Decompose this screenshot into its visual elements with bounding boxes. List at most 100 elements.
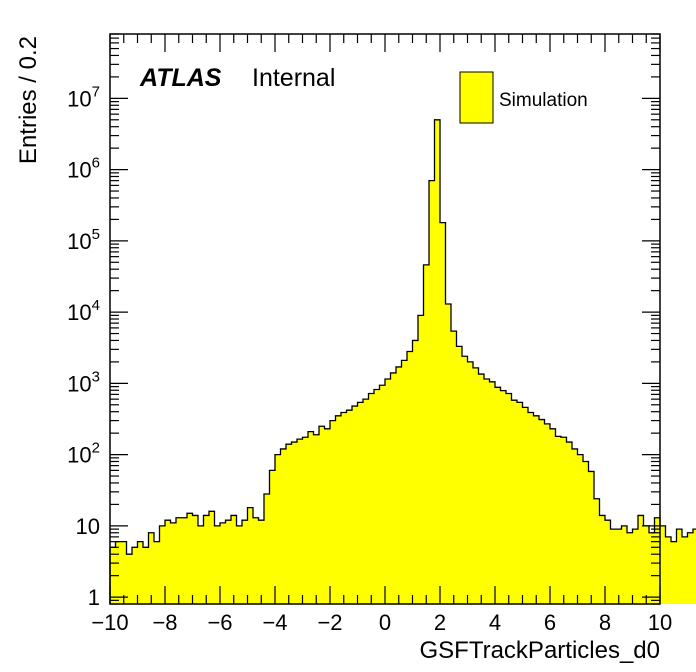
- atlas-label: ATLAS: [139, 64, 222, 92]
- x-tick-label: 4: [489, 610, 501, 635]
- histogram-bar: [671, 541, 677, 604]
- histogram-bar: [632, 529, 639, 604]
- histogram-bar: [242, 520, 248, 604]
- histogram-bar: [368, 393, 375, 604]
- histogram-bar: [291, 442, 298, 604]
- histogram-bar: [621, 525, 628, 604]
- histogram-bar: [484, 379, 490, 604]
- histogram-bar: [280, 448, 287, 604]
- histogram-bar: [489, 381, 496, 604]
- histogram-bar: [517, 402, 523, 604]
- histogram-bar: [346, 410, 353, 604]
- histogram-bar: [418, 315, 424, 604]
- histogram-bar: [434, 119, 441, 604]
- histogram-bar: [335, 415, 342, 604]
- histogram-bar: [176, 517, 182, 604]
- histogram-bar: [561, 437, 567, 604]
- y-tick-label: 107: [67, 83, 100, 111]
- histogram-bar: [225, 520, 232, 604]
- histogram-bar: [363, 399, 369, 604]
- histogram-bars: [109, 119, 696, 605]
- x-tick-label: −10: [91, 610, 128, 635]
- y-tick-label: 102: [67, 440, 100, 468]
- histogram-bar: [330, 420, 336, 604]
- legend-label: Simulation: [499, 90, 588, 111]
- histogram-bar: [533, 415, 540, 604]
- histogram-bar: [297, 439, 303, 604]
- histogram-bar: [572, 448, 578, 604]
- x-tick-label: −4: [262, 610, 287, 635]
- histogram-bar: [555, 436, 562, 604]
- histogram-bar: [231, 515, 237, 604]
- histogram-bar: [451, 331, 457, 604]
- histogram-bar: [544, 423, 551, 604]
- histogram-bar: [143, 547, 149, 604]
- histogram-bar: [401, 360, 408, 604]
- histogram-bar: [137, 541, 144, 604]
- histogram-bar: [654, 517, 661, 604]
- histogram-bar: [192, 515, 199, 604]
- x-tick-label: −6: [207, 610, 232, 635]
- histogram-bar: [385, 379, 391, 604]
- histogram-outline: [109, 119, 696, 604]
- histogram-bar: [445, 303, 452, 604]
- x-tick-label: 10: [648, 610, 672, 635]
- legend-swatch: [459, 71, 494, 124]
- histogram-bar: [374, 389, 380, 604]
- x-tick-labels: −10 −8 −6 −4 −2 0 2 4 6 8 10: [91, 610, 672, 635]
- histogram-bar: [357, 402, 364, 604]
- histogram-bar: [693, 529, 696, 604]
- histogram-bar: [462, 356, 468, 604]
- x-tick-label: −2: [317, 610, 342, 635]
- y-tick-label: 104: [67, 297, 100, 325]
- axis-ticks: [109, 33, 661, 605]
- histogram-bar: [275, 454, 281, 604]
- histogram-bar: [682, 536, 688, 604]
- x-tick-label: 6: [544, 610, 556, 635]
- y-tick-label: 103: [67, 368, 100, 396]
- histogram-bar: [506, 393, 512, 604]
- histogram-bar: [247, 507, 254, 604]
- y-tick-label: 1: [88, 585, 100, 610]
- histogram-bar: [594, 498, 600, 604]
- histogram-bar: [148, 532, 155, 604]
- histogram-bar: [500, 390, 507, 604]
- histogram-bar: [209, 511, 215, 604]
- x-axis-title: GSFTrackParticles_d0: [419, 637, 660, 664]
- histogram-bar: [390, 372, 397, 604]
- histogram-bar: [407, 351, 413, 604]
- y-tick-label: 105: [67, 226, 100, 254]
- y-axis-title: Entries / 0.2: [15, 36, 42, 164]
- histogram-bar: [687, 532, 694, 604]
- histogram-bar: [440, 222, 446, 605]
- histogram-bar: [258, 520, 265, 604]
- histogram-bar: [319, 426, 325, 604]
- histogram-bar: [665, 536, 672, 604]
- histogram-bar: [187, 513, 193, 604]
- histogram-bar: [583, 461, 589, 604]
- y-tick-label: 10: [76, 514, 100, 539]
- histogram-bar: [616, 529, 622, 604]
- y-tick-labels: 1 10 102 103 104 105 106 107: [67, 83, 100, 610]
- histogram-bar: [253, 517, 259, 604]
- histogram-bar: [539, 419, 545, 604]
- histogram-bar: [577, 454, 584, 604]
- histogram-bar: [473, 367, 479, 604]
- histogram-bar: [126, 554, 133, 604]
- histogram-bar: [550, 428, 556, 604]
- histogram-bar: [236, 525, 243, 604]
- internal-label: Internal: [252, 64, 335, 92]
- histogram-bar: [588, 471, 595, 604]
- histogram-bar: [154, 541, 160, 604]
- histogram-bar: [495, 387, 501, 604]
- histogram-bar: [396, 366, 402, 604]
- x-tick-label: 2: [434, 610, 446, 635]
- histogram-bar: [341, 412, 347, 604]
- histogram-bar: [308, 431, 314, 604]
- x-tick-label: −8: [152, 610, 177, 635]
- histogram-bar: [605, 520, 611, 604]
- histogram-bar: [214, 525, 221, 604]
- x-tick-label: 8: [599, 610, 611, 635]
- histogram-bar: [610, 529, 617, 604]
